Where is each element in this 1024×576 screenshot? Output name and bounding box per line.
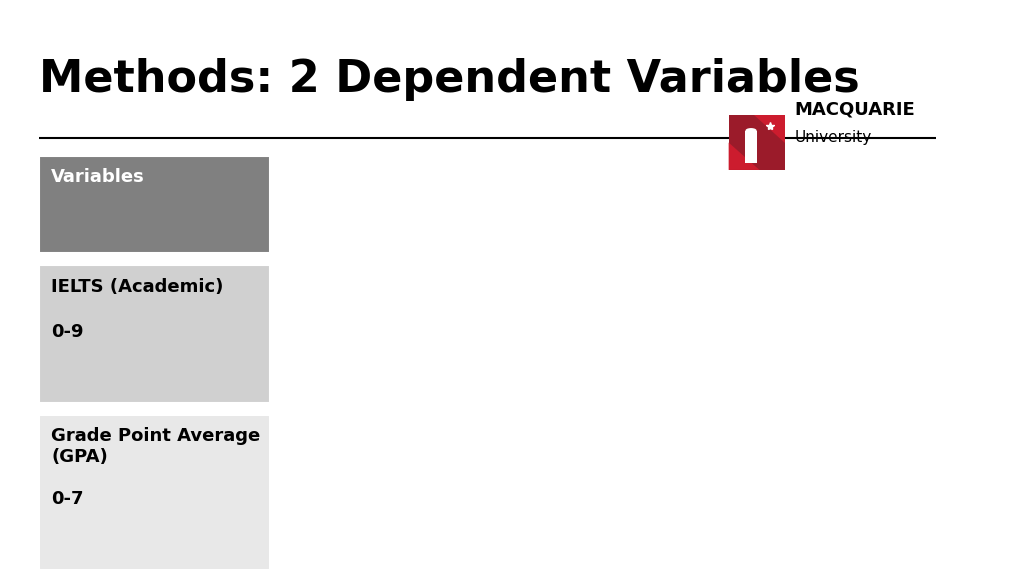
Polygon shape <box>729 143 760 170</box>
Bar <box>39 156 270 253</box>
Polygon shape <box>754 115 784 143</box>
Text: IELTS (Academic): IELTS (Academic) <box>51 278 223 295</box>
Text: Variables: Variables <box>51 168 145 186</box>
Text: 0-7: 0-7 <box>51 490 84 507</box>
Text: University: University <box>795 130 871 145</box>
Text: 0-9: 0-9 <box>51 323 84 340</box>
Ellipse shape <box>745 128 757 133</box>
Text: Grade Point Average
(GPA): Grade Point Average (GPA) <box>51 427 260 466</box>
Bar <box>39 265 270 403</box>
Bar <box>39 415 270 570</box>
Text: MACQUARIE: MACQUARIE <box>795 101 915 119</box>
Bar <box>745 131 757 164</box>
Bar <box>729 115 784 170</box>
Text: Methods: 2 Dependent Variables: Methods: 2 Dependent Variables <box>39 58 859 101</box>
